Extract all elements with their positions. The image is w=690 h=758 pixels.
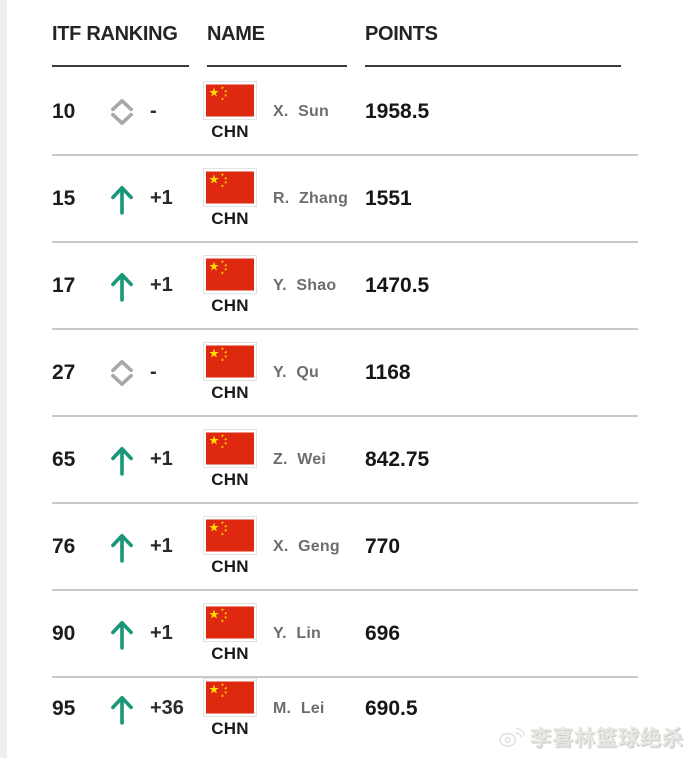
country-cell: CHN xyxy=(203,603,273,664)
header-underline xyxy=(365,65,621,67)
china-flag-icon xyxy=(203,516,257,555)
table-row: 90 +1 xyxy=(52,591,638,678)
ranking-change-value: - xyxy=(150,100,157,122)
up-arrow-icon xyxy=(108,693,136,725)
country-cell: CHN xyxy=(203,678,273,739)
rank-value: 65 xyxy=(52,447,76,471)
table-row: 17 +1 xyxy=(52,243,638,330)
rank-value: 17 xyxy=(52,273,76,297)
points-value: 690.5 xyxy=(365,696,418,720)
table-row: 95 +36 xyxy=(52,678,638,739)
table-header: ITF RANKING NAME POINTS xyxy=(0,0,690,69)
country-cell: CHN xyxy=(203,516,273,577)
points-value: 1470.5 xyxy=(365,273,430,297)
header-underline xyxy=(52,65,189,67)
ranking-change-value: +1 xyxy=(150,622,173,644)
table-row: 76 +1 xyxy=(52,504,638,591)
china-flag-icon xyxy=(203,168,257,207)
player-name: R. Zhang xyxy=(273,189,349,207)
up-arrow-icon xyxy=(108,444,136,476)
points-value: 1168 xyxy=(365,360,411,384)
table-row: 15 +1 xyxy=(52,156,638,243)
player-name: Y. Shao xyxy=(273,276,337,294)
points-value: 1958.5 xyxy=(365,99,430,123)
ranking-change: +1 xyxy=(108,531,203,563)
country-code: CHN xyxy=(211,719,249,738)
ranking-change: - xyxy=(108,357,203,389)
ranking-change: +36 xyxy=(108,693,203,725)
table-body: 10 - xyxy=(0,69,690,739)
ranking-change: +1 xyxy=(108,444,203,476)
column-header-name: NAME xyxy=(203,23,365,69)
country-code: CHN xyxy=(211,209,249,228)
ranking-change: +1 xyxy=(108,183,203,215)
country-cell: CHN xyxy=(203,429,273,490)
country-code: CHN xyxy=(211,383,249,402)
rank-value: 15 xyxy=(52,186,76,210)
country-code: CHN xyxy=(211,557,249,576)
points-value: 696 xyxy=(365,621,401,645)
country-cell: CHN xyxy=(203,81,273,142)
china-flag-icon xyxy=(203,678,257,717)
column-header-points: POINTS xyxy=(365,23,638,69)
column-label: POINTS xyxy=(365,23,438,45)
country-cell: CHN xyxy=(203,168,273,229)
country-code: CHN xyxy=(211,644,249,663)
rank-value: 27 xyxy=(52,360,76,384)
country-code: CHN xyxy=(211,296,249,315)
no-change-icon xyxy=(108,357,136,389)
country-code: CHN xyxy=(211,470,249,489)
player-name: X. Sun xyxy=(273,102,329,120)
watermark: 李喜林篮球绝杀 xyxy=(498,722,684,752)
player-name: M. Lei xyxy=(273,699,325,717)
ranking-change-value: +1 xyxy=(150,187,173,209)
player-name: Y. Lin xyxy=(273,624,321,642)
country-cell: CHN xyxy=(203,255,273,316)
rank-value: 10 xyxy=(52,99,76,123)
points-value: 770 xyxy=(365,534,401,558)
watermark-text: 李喜林篮球绝杀 xyxy=(530,727,684,750)
ranking-change: +1 xyxy=(108,270,203,302)
ranking-change: +1 xyxy=(108,618,203,650)
weibo-icon xyxy=(499,727,525,748)
up-arrow-icon xyxy=(108,531,136,563)
country-code: CHN xyxy=(211,122,249,141)
rank-value: 90 xyxy=(52,621,76,645)
table-row: 10 - xyxy=(52,69,638,156)
player-name: Z. Wei xyxy=(273,450,327,468)
china-flag-icon xyxy=(203,429,257,468)
header-underline xyxy=(207,65,347,67)
points-value: 842.75 xyxy=(365,447,430,471)
table-row: 27 - xyxy=(52,330,638,417)
points-value: 1551 xyxy=(365,186,412,210)
no-change-icon xyxy=(108,96,136,128)
ranking-change-value: +1 xyxy=(150,448,173,470)
player-name: Y. Qu xyxy=(273,363,320,381)
up-arrow-icon xyxy=(108,183,136,215)
ranking-change: - xyxy=(108,96,203,128)
ranking-change-value: +1 xyxy=(150,274,173,296)
china-flag-icon xyxy=(203,81,257,120)
table-row: 65 +1 xyxy=(52,417,638,504)
up-arrow-icon xyxy=(108,270,136,302)
up-arrow-icon xyxy=(108,618,136,650)
china-flag-icon xyxy=(203,255,257,294)
column-label: NAME xyxy=(207,23,265,45)
player-name: X. Geng xyxy=(273,537,340,555)
china-flag-icon xyxy=(203,603,257,642)
country-cell: CHN xyxy=(203,342,273,403)
rank-value: 76 xyxy=(52,534,76,558)
left-edge-strip xyxy=(0,0,7,758)
ranking-change-value: +1 xyxy=(150,535,173,557)
ranking-change-value: +36 xyxy=(150,697,184,719)
rank-value: 95 xyxy=(52,696,76,720)
column-header-itf-ranking: ITF RANKING xyxy=(52,23,203,69)
ranking-change-value: - xyxy=(150,361,157,383)
column-label: ITF RANKING xyxy=(52,23,178,45)
china-flag-icon xyxy=(203,342,257,381)
